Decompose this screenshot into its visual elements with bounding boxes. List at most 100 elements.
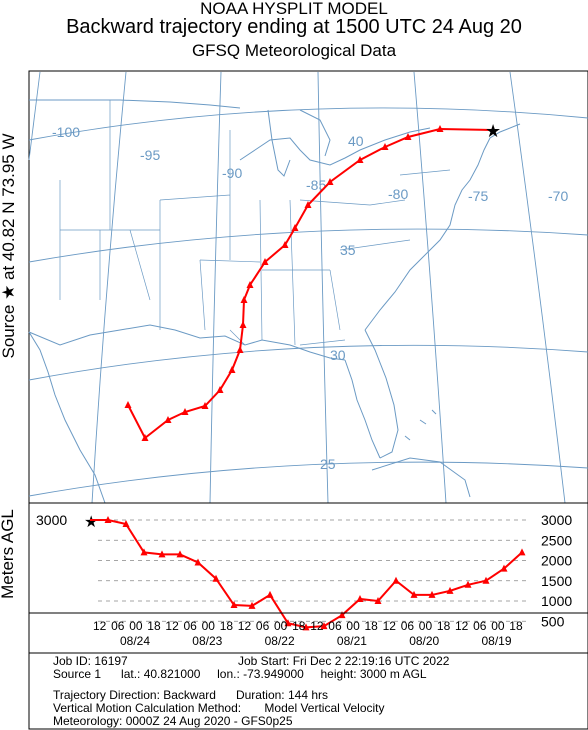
header-title: NOAA HYSPLIT MODEL	[200, 0, 388, 18]
trajectory-direction: Trajectory Direction: Backward Duration:…	[53, 688, 328, 702]
altitude-markers	[104, 516, 526, 631]
altitude-tick-label: 3000	[541, 512, 572, 528]
altitude-marker	[284, 619, 292, 627]
trajectory-marker	[239, 321, 247, 328]
time-hour-label: 18	[147, 619, 161, 633]
source-star-icon: ★	[485, 121, 501, 141]
trajectory-marker	[381, 143, 389, 150]
trajectory-marker	[304, 201, 312, 208]
meridian-95	[91, 71, 127, 504]
lon-label-95: -95	[140, 147, 160, 163]
time-hour-label: 06	[111, 619, 125, 633]
altitude-marker	[392, 576, 400, 584]
altitude-marker	[374, 597, 382, 604]
time-hour-label: 06	[328, 619, 342, 633]
altitude-panel-frame	[28, 502, 588, 614]
altitude-marker	[518, 548, 526, 556]
altitude-marker	[248, 601, 256, 609]
altitude-yticks: 3000 2500 2000 1500 1000 500	[541, 512, 572, 629]
altitude-marker	[428, 590, 436, 598]
trajectory-marker	[326, 178, 334, 185]
parallel-35	[28, 228, 588, 263]
altitude-tick-label: 2000	[541, 553, 572, 569]
time-hour-label: 00	[274, 619, 288, 633]
altitude-marker	[266, 590, 274, 598]
altitude-marker	[140, 548, 148, 556]
time-hour-label: 12	[310, 619, 324, 633]
altitude-marker	[356, 594, 364, 602]
altitude-marker	[320, 622, 328, 630]
altitude-marker	[446, 586, 454, 594]
altitude-grid	[98, 519, 528, 622]
time-hour-label: 12	[455, 619, 469, 633]
time-hour-label: 18	[509, 619, 523, 633]
time-date-label: 08/23	[192, 634, 222, 648]
lon-label-85: -85	[306, 177, 326, 193]
altitude-line	[90, 519, 523, 629]
lat-label-25: 25	[320, 456, 336, 472]
trajectory-marker	[404, 133, 412, 140]
time-hour-label: 06	[256, 619, 270, 633]
altitude-marker	[410, 590, 418, 598]
lon-label-100: -100	[52, 124, 80, 140]
header-data-source: GFSQ Meteorological Data	[191, 41, 397, 60]
trajectory-marker	[281, 241, 289, 248]
grid-lines	[28, 71, 588, 504]
meteorology: Meteorology: 0000Z 24 Aug 2020 - GFS0p25	[53, 714, 293, 728]
lat-label-35: 35	[340, 242, 356, 258]
time-date-label: 08/19	[482, 634, 512, 648]
time-hour-label: 06	[473, 619, 487, 633]
time-hour-label: 18	[220, 619, 234, 633]
state-border-3	[262, 199, 371, 346]
altitude-marker	[302, 623, 310, 631]
trajectory-marker	[228, 366, 236, 373]
altitude-marker	[500, 564, 508, 572]
trajectory-marker	[291, 224, 299, 231]
lat-label-30: 30	[330, 347, 346, 363]
time-hour-label: 06	[401, 619, 415, 633]
vertical-motion: Vertical Motion Calculation Method: Mode…	[53, 701, 385, 715]
lake-huron	[299, 109, 331, 157]
meridian-85	[317, 71, 329, 504]
time-hour-label: 18	[365, 619, 379, 633]
time-hour-label: 12	[238, 619, 252, 633]
canada-border	[29, 99, 241, 109]
altitude-marker	[176, 550, 184, 558]
time-hour-label: 00	[202, 619, 216, 633]
altitude-marker	[122, 520, 130, 528]
trajectory-marker	[124, 401, 132, 408]
altitude-marker	[158, 550, 166, 558]
lake-michigan	[267, 109, 291, 177]
altitude-tick-label: 500	[541, 613, 565, 629]
altitude-marker	[338, 611, 346, 619]
state-border-2	[159, 130, 263, 341]
mexico-coast	[28, 331, 106, 504]
time-hour-label: 12	[383, 619, 397, 633]
time-axis-labels: 12 06 00 18 12 06 00 18 12 06 00 18 12 06 00 18 12 06 00 18…	[93, 619, 523, 648]
meridian-90	[209, 71, 222, 504]
great-lakes	[239, 127, 431, 166]
trajectory-marker	[356, 156, 364, 163]
start-star-icon: ★	[84, 514, 98, 531]
altitude-marker	[230, 601, 238, 609]
parallel-25	[28, 461, 588, 497]
time-date-label: 08/21	[337, 634, 367, 648]
trajectory-marker	[201, 402, 209, 409]
altitude-marker	[464, 580, 472, 588]
job-id: Job ID: 16197	[53, 654, 128, 668]
gulf-coast	[28, 324, 346, 361]
time-date-label: 08/24	[120, 634, 150, 648]
bahamas	[404, 409, 437, 441]
time-hour-label: 00	[491, 619, 505, 633]
time-date-label: 08/22	[265, 634, 295, 648]
trajectory-marker	[246, 281, 254, 288]
time-hour-label: 00	[346, 619, 360, 633]
altitude-marker	[482, 576, 490, 584]
trajectory-marker	[436, 125, 444, 132]
source-info: Source 1 lat.: 40.821000 lon.: -73.94900…	[53, 667, 427, 681]
parallel-40	[28, 107, 588, 141]
trajectory-marker	[164, 416, 172, 423]
trajectory-marker	[261, 258, 269, 265]
state-borders	[59, 100, 451, 346]
florida-east	[364, 329, 399, 459]
